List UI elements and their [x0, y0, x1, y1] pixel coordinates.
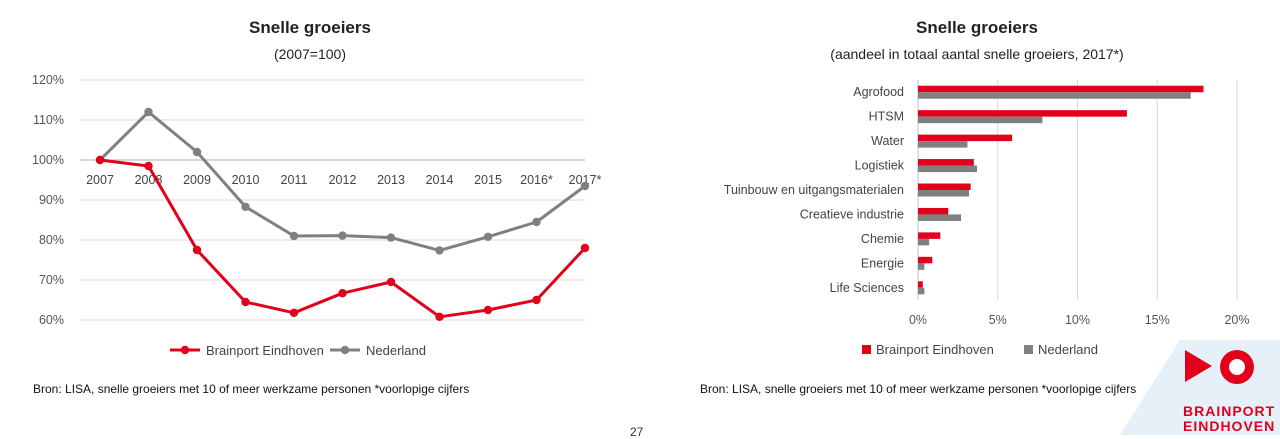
- y-tick-label: 110%: [33, 113, 64, 127]
- legend-swatch: [1024, 345, 1033, 354]
- x-tick-label: 2007: [86, 173, 114, 187]
- category-label: Water: [871, 134, 904, 148]
- line-chart: 60%70%80%90%100%110%120%2007 2008 2009 2010…: [32, 73, 602, 358]
- left-chart-title: Snelle groeiers: [249, 18, 371, 37]
- legend-label: Brainport Eindhoven: [206, 343, 324, 358]
- y-tick-label: 60%: [39, 313, 64, 327]
- category-label: Life Sciences: [830, 281, 904, 295]
- data-point: [289, 231, 299, 241]
- bar: [918, 165, 978, 173]
- data-point: [241, 202, 250, 211]
- data-point: [192, 147, 202, 157]
- data-point: [338, 231, 347, 240]
- legend-swatch: [862, 345, 871, 354]
- bar: [918, 92, 1191, 99]
- data-point: [532, 295, 541, 305]
- x-tick-label: 2014: [426, 173, 454, 187]
- bar: [918, 183, 971, 190]
- data-point: [435, 246, 444, 255]
- data-point: [338, 289, 347, 298]
- logo-line1: BRAINPORT: [1183, 403, 1276, 419]
- bar: [918, 232, 941, 239]
- legend-marker: [340, 345, 350, 355]
- data-point: [241, 297, 250, 307]
- category-label: Tuinbouw en uitgangsmaterialen: [724, 183, 904, 197]
- data-point: [289, 308, 299, 317]
- x-tick-label: 2015: [474, 173, 502, 187]
- x-tick-label: 5%: [989, 313, 1007, 327]
- category-label: Agrofood: [853, 85, 904, 99]
- bar: [918, 116, 1043, 124]
- data-point: [386, 233, 396, 242]
- x-tick-label: 10%: [1065, 313, 1090, 327]
- bar: [918, 263, 925, 270]
- data-point: [532, 217, 541, 227]
- data-point: [435, 312, 444, 321]
- legend-label: Nederland: [366, 343, 426, 358]
- data-point: [483, 305, 493, 315]
- bar: [918, 281, 923, 288]
- x-tick-label: 2017*: [569, 173, 602, 187]
- y-tick-label: 100%: [32, 153, 64, 167]
- legend-marker: [180, 345, 190, 355]
- bar: [918, 238, 930, 246]
- data-point: [386, 277, 396, 287]
- x-tick-label: 15%: [1145, 313, 1170, 327]
- data-point: [483, 232, 493, 241]
- x-tick-label: 0%: [909, 313, 927, 327]
- right-chart-subtitle: (aandeel in totaal aantal snelle groeier…: [830, 46, 1124, 62]
- data-point: [192, 245, 202, 255]
- right-chart-source: Bron: LISA, snelle groeiers met 10 of me…: [700, 382, 1137, 396]
- data-point: [95, 155, 105, 165]
- legend-label: Nederland: [1038, 342, 1098, 357]
- category-label: Creatieve industrie: [800, 207, 904, 221]
- right-chart-title: Snelle groeiers: [916, 18, 1038, 37]
- left-chart-source: Bron: LISA, snelle groeiers met 10 of me…: [33, 382, 470, 396]
- y-tick-label: 80%: [39, 233, 64, 247]
- data-point: [580, 243, 590, 253]
- data-point: [580, 181, 590, 191]
- category-label: Logistiek: [855, 159, 905, 173]
- category-label: Chemie: [861, 232, 904, 246]
- bar: [918, 214, 962, 221]
- y-tick-label: 90%: [39, 193, 64, 207]
- bar: [918, 85, 1204, 93]
- bar: [918, 256, 933, 264]
- x-tick-label: 2009: [183, 173, 211, 187]
- bar: [918, 159, 974, 166]
- category-label: HTSM: [869, 110, 904, 124]
- bar-chart: 0% 5% 10% 15% 20% Agrofood HTSM Water Logistiek T…: [724, 80, 1250, 357]
- y-tick-label: 120%: [32, 73, 64, 87]
- logo-line2: EINDHOVEN: [1183, 418, 1276, 434]
- page-number: 27: [630, 425, 644, 439]
- bar: [918, 134, 1013, 142]
- left-chart-subtitle: (2007=100): [273, 46, 346, 62]
- data-point: [144, 107, 153, 117]
- bar: [918, 190, 970, 197]
- x-tick-label: 2011: [281, 173, 308, 187]
- y-tick-label: 70%: [39, 273, 64, 287]
- data-point: [144, 161, 153, 171]
- category-label: Energie: [861, 256, 904, 270]
- bar: [918, 110, 1127, 117]
- legend-label: Brainport Eindhoven: [876, 342, 994, 357]
- x-tick-label: 2016*: [520, 173, 553, 187]
- x-tick-label: 2012: [329, 173, 357, 187]
- x-tick-label: 20%: [1224, 313, 1249, 327]
- x-tick-label: 2010: [232, 173, 260, 187]
- bar: [918, 287, 925, 295]
- brainport-logo-icon: [1120, 340, 1280, 435]
- bar: [918, 207, 949, 215]
- bar: [918, 141, 968, 148]
- x-tick-label: 2013: [377, 173, 405, 187]
